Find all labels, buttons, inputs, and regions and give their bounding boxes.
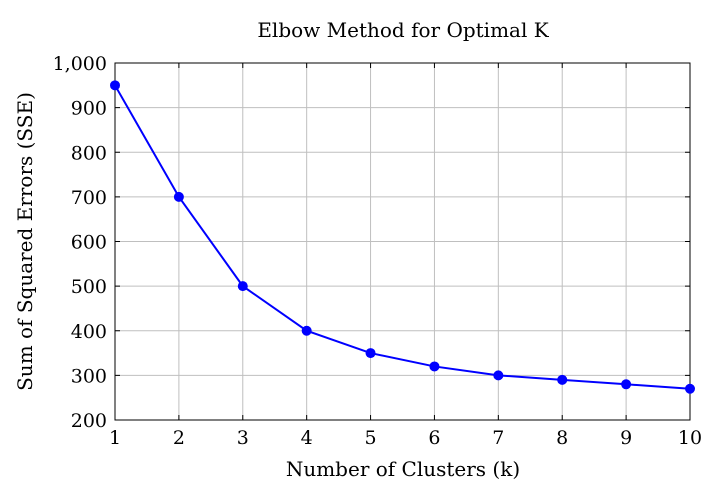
- tick-labels: 1 2 3 4 5 6 7 8 9 10 200 300 400 500 600 700 800 900 1,000: [53, 53, 703, 449]
- y-tick-label: 600: [71, 232, 107, 254]
- x-tick-label: 1: [109, 427, 121, 449]
- x-tick-label: 6: [428, 427, 440, 449]
- x-axis-label: Number of Clusters (k): [286, 457, 520, 481]
- data-points: [110, 80, 695, 394]
- y-tick-label: 1,000: [53, 53, 107, 75]
- x-tick-label: 7: [492, 427, 504, 449]
- data-point: [110, 80, 120, 91]
- y-tick-label: 700: [71, 187, 107, 209]
- y-tick-label: 400: [71, 321, 107, 343]
- grid-lines: [115, 63, 690, 420]
- y-tick-label: 300: [71, 365, 107, 387]
- data-point: [685, 383, 695, 394]
- y-axis-label: Sum of Squared Errors (SSE): [13, 92, 37, 391]
- axis-ticks: [114, 62, 691, 421]
- y-tick-label: 900: [71, 98, 107, 120]
- data-point: [173, 191, 184, 202]
- data-point: [237, 281, 248, 292]
- x-tick-label: 5: [365, 427, 377, 449]
- x-tick-label: 2: [173, 427, 185, 449]
- y-tick-label: 800: [71, 142, 107, 164]
- data-point: [493, 370, 504, 381]
- x-tick-label: 8: [556, 427, 568, 449]
- x-tick-label: 4: [301, 427, 313, 449]
- chart-title: Elbow Method for Optimal K: [257, 18, 549, 42]
- x-tick-label: 9: [620, 427, 632, 449]
- data-point: [365, 348, 376, 359]
- x-tick-label: 3: [237, 427, 249, 449]
- data-point: [557, 374, 568, 385]
- x-tick-label: 10: [678, 427, 702, 449]
- y-tick-label: 500: [71, 276, 107, 298]
- series-line: [114, 84, 691, 390]
- data-point: [301, 325, 312, 336]
- data-point: [429, 361, 440, 372]
- data-point: [621, 379, 632, 390]
- y-tick-label: 200: [71, 410, 107, 432]
